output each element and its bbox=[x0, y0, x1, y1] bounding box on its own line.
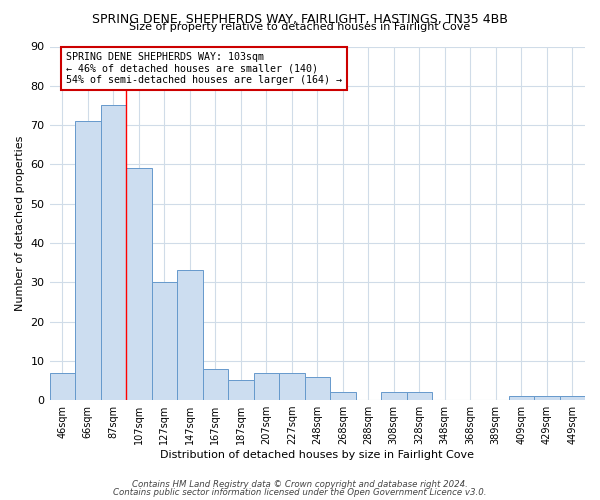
Bar bbox=[279, 372, 305, 400]
Y-axis label: Number of detached properties: Number of detached properties bbox=[15, 136, 25, 311]
Text: Contains HM Land Registry data © Crown copyright and database right 2024.: Contains HM Land Registry data © Crown c… bbox=[132, 480, 468, 489]
Bar bbox=[228, 380, 254, 400]
Bar bbox=[101, 106, 126, 400]
Text: SPRING DENE, SHEPHERDS WAY, FAIRLIGHT, HASTINGS, TN35 4BB: SPRING DENE, SHEPHERDS WAY, FAIRLIGHT, H… bbox=[92, 12, 508, 26]
Bar bbox=[177, 270, 203, 400]
Bar bbox=[254, 372, 279, 400]
Bar bbox=[126, 168, 152, 400]
Bar bbox=[50, 372, 75, 400]
Bar bbox=[75, 121, 101, 400]
Text: Contains public sector information licensed under the Open Government Licence v3: Contains public sector information licen… bbox=[113, 488, 487, 497]
Bar bbox=[203, 368, 228, 400]
Bar bbox=[534, 396, 560, 400]
Bar bbox=[305, 376, 330, 400]
Bar bbox=[330, 392, 356, 400]
X-axis label: Distribution of detached houses by size in Fairlight Cove: Distribution of detached houses by size … bbox=[160, 450, 474, 460]
Text: SPRING DENE SHEPHERDS WAY: 103sqm
← 46% of detached houses are smaller (140)
54%: SPRING DENE SHEPHERDS WAY: 103sqm ← 46% … bbox=[65, 52, 341, 85]
Bar bbox=[509, 396, 534, 400]
Bar bbox=[407, 392, 432, 400]
Bar bbox=[152, 282, 177, 400]
Bar bbox=[381, 392, 407, 400]
Bar bbox=[560, 396, 585, 400]
Text: Size of property relative to detached houses in Fairlight Cove: Size of property relative to detached ho… bbox=[130, 22, 470, 32]
